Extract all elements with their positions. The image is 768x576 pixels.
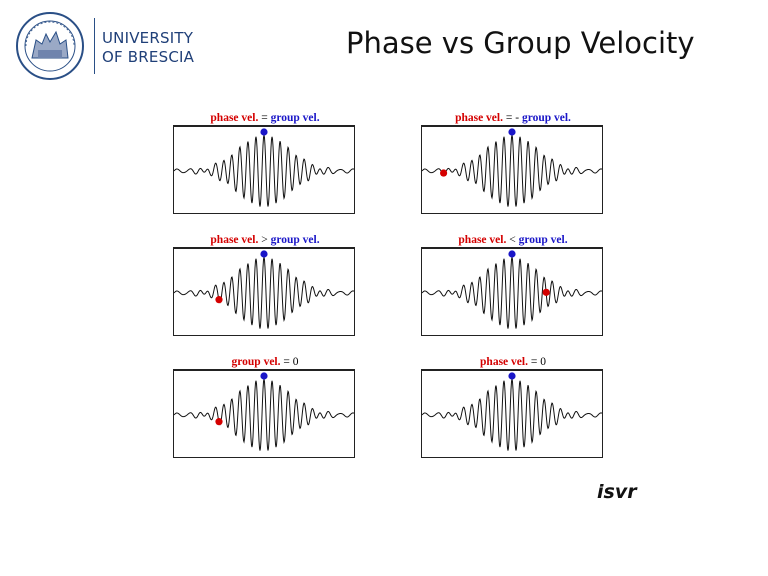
caption-left: phase vel. (480, 356, 528, 368)
wave-packet-plot (422, 250, 602, 329)
caption-left: phase vel. (455, 112, 503, 124)
group-velocity-dot (260, 372, 268, 380)
wave-packet-plot (422, 372, 602, 451)
panel-caption: phase vel. > group vel. (173, 233, 357, 247)
phase-velocity-dot (215, 418, 223, 426)
wave-panel-3: phase vel. > group vel. (173, 233, 357, 337)
university-seal-icon (16, 12, 84, 80)
caption-right: group vel. (270, 234, 320, 246)
wave-packet-line (174, 256, 354, 329)
university-logo: UNIVERSITY OF BRESCIA (12, 10, 195, 82)
phase-velocity-dot (440, 169, 448, 177)
wave-panel-6: phase vel. = 0 (421, 355, 605, 459)
caption-op: = 0 (530, 356, 546, 368)
wave-panel-5: group vel. = 0 (173, 355, 357, 459)
wave-panel-1: phase vel. = group vel. (173, 111, 357, 215)
slide-title: Phase vs Group Velocity (346, 26, 695, 60)
university-name-line2: OF BRESCIA (102, 48, 195, 66)
wave-plot-frame (421, 125, 603, 214)
phase-velocity-dot (542, 288, 550, 296)
group-velocity-dot (508, 250, 516, 258)
wave-packet-line (174, 378, 354, 451)
caption-left: phase vel. (210, 112, 259, 124)
caption-op: < (509, 234, 516, 246)
panel-caption: phase vel. < group vel. (421, 233, 605, 247)
caption-right: group vel. (270, 112, 320, 124)
logo-divider (94, 18, 95, 74)
wave-packet-plot (174, 250, 354, 329)
group-velocity-dot (508, 372, 516, 380)
wave-plot-frame (421, 247, 603, 336)
caption-left: phase vel. (458, 234, 507, 246)
caption-left: group vel. (231, 356, 281, 368)
wave-panel-4: phase vel. < group vel. (421, 233, 605, 337)
wave-packet-plot (174, 372, 354, 451)
wave-packet-line (422, 134, 602, 207)
group-velocity-dot (508, 128, 516, 136)
caption-right: group vel. (521, 112, 571, 124)
wave-packet-plot (422, 128, 602, 207)
caption-op: = 0 (283, 356, 299, 368)
wave-panel-2: phase vel. = - group vel. (421, 111, 605, 215)
panel-caption: phase vel. = 0 (421, 355, 605, 369)
wave-packet-plot (174, 128, 354, 207)
caption-left: phase vel. (210, 234, 259, 246)
panel-caption: group vel. = 0 (173, 355, 357, 369)
group-velocity-dot (260, 128, 268, 136)
phase-velocity-dot (215, 296, 223, 304)
wave-packet-line (422, 256, 602, 329)
caption-op: > (261, 234, 268, 246)
wave-packet-line (174, 134, 354, 207)
wave-plot-frame (173, 247, 355, 336)
wave-plot-frame (173, 369, 355, 458)
isvr-logo: isvr (597, 481, 637, 503)
panel-caption: phase vel. = - group vel. (421, 111, 605, 125)
group-velocity-dot (260, 250, 268, 258)
panel-caption: phase vel. = group vel. (173, 111, 357, 125)
wave-plot-frame (421, 369, 603, 458)
wave-packet-line (422, 378, 602, 451)
wave-plot-frame (173, 125, 355, 214)
caption-op: = - (505, 112, 520, 124)
caption-op: = (261, 112, 268, 124)
caption-right: group vel. (518, 234, 568, 246)
university-name-line1: UNIVERSITY (102, 29, 194, 47)
